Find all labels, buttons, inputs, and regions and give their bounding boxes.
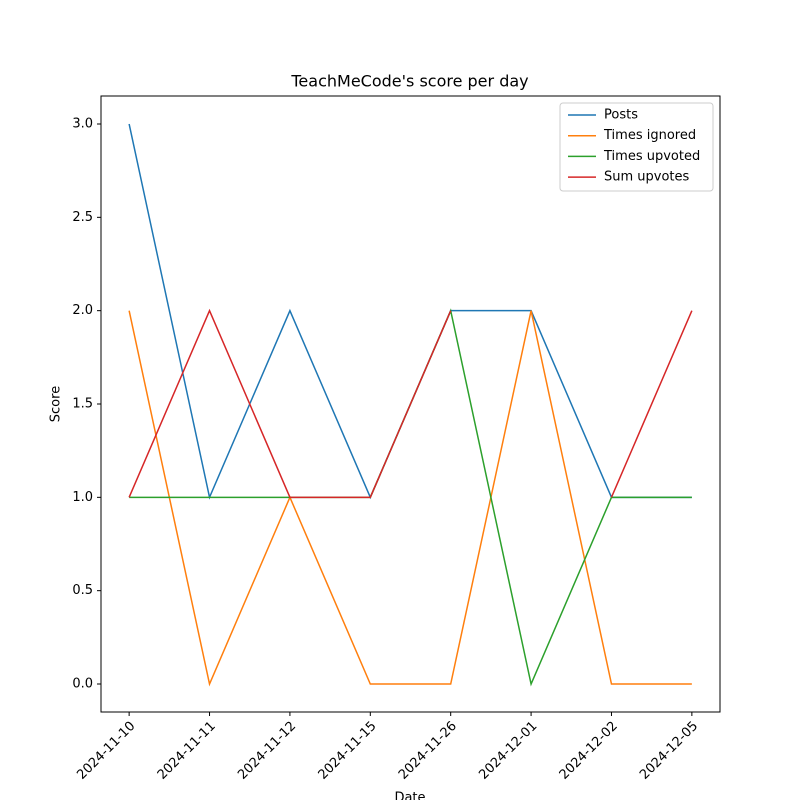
y-tick-label: 1.5 <box>72 397 93 412</box>
legend-label: Times ignored <box>603 128 696 143</box>
series-line <box>128 308 693 499</box>
legend-label: Posts <box>604 108 638 123</box>
legend-label: Times upvoted <box>603 149 700 164</box>
x-axis-label: Date <box>394 791 425 800</box>
plot-frame <box>100 95 721 713</box>
y-tick-label: 3.0 <box>72 117 93 132</box>
y-tick-label: 2.5 <box>72 210 93 225</box>
y-tick-label: 0.0 <box>72 677 93 692</box>
legend-box <box>559 102 714 192</box>
y-axis-label: Score <box>49 386 64 422</box>
series-line <box>128 310 692 687</box>
legend-label: Sum upvotes <box>604 170 690 185</box>
y-tick-label: 1.0 <box>72 490 93 505</box>
y-tick-label: 0.5 <box>72 583 93 598</box>
y-tick-label: 2.0 <box>72 303 93 318</box>
chart-title: TeachMeCode's score per day <box>290 72 528 91</box>
